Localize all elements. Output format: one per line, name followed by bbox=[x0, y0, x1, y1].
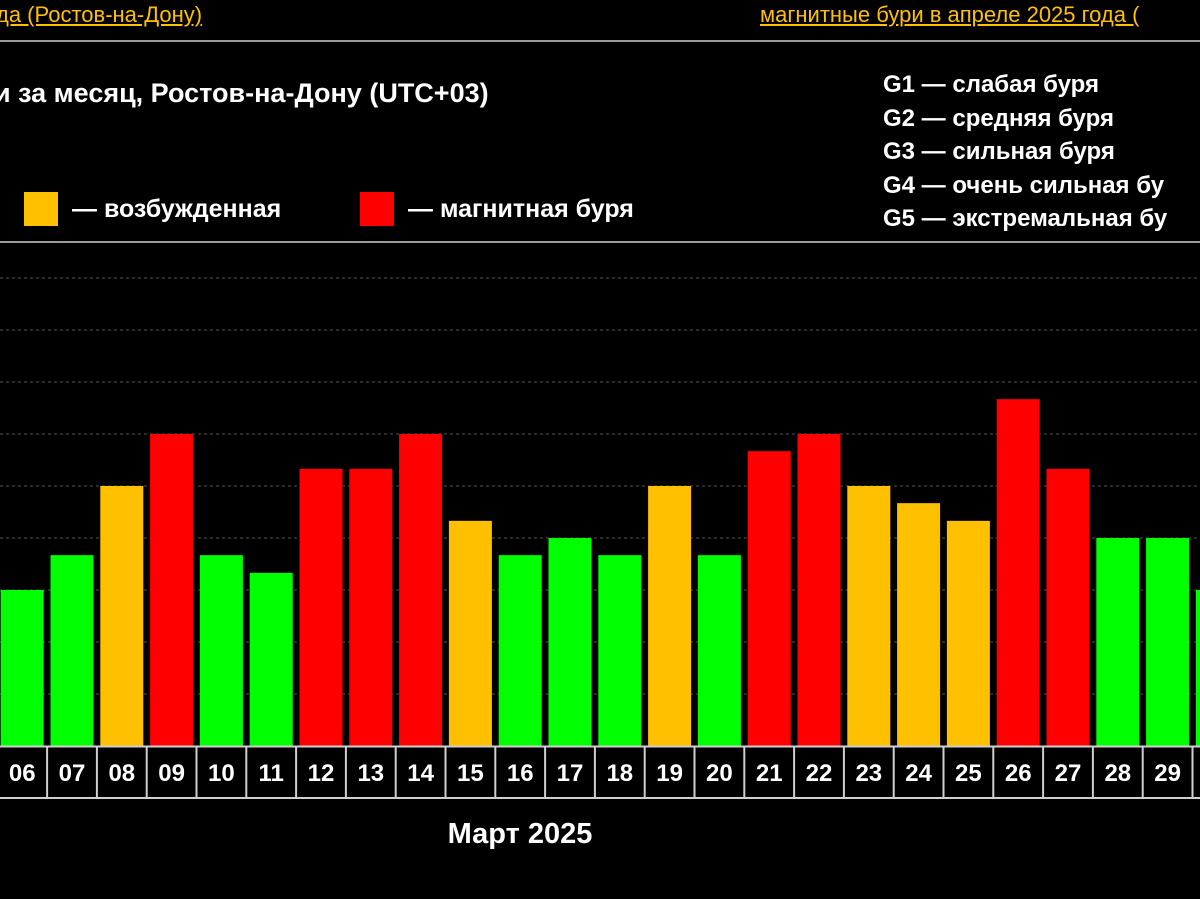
bar-16 bbox=[498, 555, 542, 746]
bar-24 bbox=[897, 503, 941, 746]
tick-label-26: 26 bbox=[1005, 760, 1032, 787]
tick-label-10: 10 bbox=[208, 760, 235, 787]
bar-11 bbox=[249, 572, 293, 746]
bar-10 bbox=[199, 555, 243, 746]
tick-label-12: 12 bbox=[308, 760, 335, 787]
bar-15 bbox=[448, 520, 492, 746]
tick-label-17: 17 bbox=[557, 760, 584, 787]
bar-23 bbox=[847, 486, 891, 746]
tick-label-27: 27 bbox=[1055, 760, 1082, 787]
bar-12 bbox=[299, 468, 343, 746]
tick-label-15: 15 bbox=[457, 760, 484, 787]
bar-29 bbox=[1146, 538, 1190, 746]
bar-27 bbox=[1046, 468, 1090, 746]
tick-label-06: 06 bbox=[9, 760, 36, 787]
bar-21 bbox=[747, 451, 791, 746]
legend-storm: — магнитная буря bbox=[360, 192, 634, 226]
bar-07 bbox=[50, 555, 94, 746]
bar-18 bbox=[598, 555, 642, 746]
bar-28 bbox=[1096, 538, 1140, 746]
legend-storm-swatch bbox=[360, 192, 394, 226]
tick-label-18: 18 bbox=[606, 760, 633, 787]
tick-label-25: 25 bbox=[955, 760, 982, 787]
g-scale-legend: G1 — слабая буря G2 — средняя буря G3 — … bbox=[883, 68, 1167, 236]
tick-label-21: 21 bbox=[756, 760, 783, 787]
bar-19 bbox=[648, 486, 692, 746]
bar-25 bbox=[946, 520, 990, 746]
tick-label-23: 23 bbox=[855, 760, 882, 787]
tick-label-24: 24 bbox=[905, 760, 932, 787]
bar-22 bbox=[797, 434, 841, 746]
legend-storm-label: — магнитная буря bbox=[408, 194, 634, 223]
g-scale-g1: G1 — слабая буря bbox=[883, 71, 1100, 98]
tick-label-13: 13 bbox=[357, 760, 384, 787]
bar-17 bbox=[548, 538, 592, 746]
link-today-rostov[interactable]: да (Ростов-на-Дону) bbox=[0, 2, 203, 27]
tick-label-14: 14 bbox=[407, 760, 434, 787]
chart-title: и за месяц, Ростов-на-Дону (UTC+03) bbox=[0, 78, 489, 108]
tick-label-09: 09 bbox=[158, 760, 185, 787]
tick-label-19: 19 bbox=[656, 760, 683, 787]
legend-active-label: — возбужденная bbox=[72, 194, 282, 223]
tick-label-20: 20 bbox=[706, 760, 733, 787]
bar-13 bbox=[349, 468, 393, 746]
tick-label-11: 11 bbox=[259, 760, 284, 787]
bar-26 bbox=[996, 399, 1040, 746]
chart-top-divider bbox=[0, 241, 1200, 243]
tick-label-08: 08 bbox=[108, 760, 135, 787]
bar-30 bbox=[1195, 590, 1200, 746]
link-april-storms[interactable]: магнитные бури в апреле 2025 года ( bbox=[760, 2, 1140, 27]
tick-label-07: 07 bbox=[59, 760, 86, 787]
legend-active: — возбужденная bbox=[24, 192, 281, 226]
g-scale-g5: G5 — экстремальная бу bbox=[883, 205, 1168, 232]
bar-09 bbox=[150, 434, 194, 746]
legend-active-swatch bbox=[24, 192, 58, 226]
g-scale-g2: G2 — средняя буря bbox=[883, 104, 1114, 132]
bar-14 bbox=[399, 434, 443, 746]
bar-06 bbox=[0, 590, 44, 746]
top-divider bbox=[0, 40, 1200, 42]
g-scale-g4: G4 — очень сильная бу bbox=[883, 171, 1165, 199]
tick-label-16: 16 bbox=[507, 760, 534, 787]
tick-label-22: 22 bbox=[806, 760, 833, 787]
x-axis-label: Март 2025 bbox=[447, 818, 593, 850]
g-scale-g3: G3 — сильная буря bbox=[883, 138, 1115, 165]
kp-bar-chart: 0506070809101112131415161718192021222324… bbox=[0, 277, 1200, 799]
bar-20 bbox=[697, 555, 741, 746]
tick-label-29: 29 bbox=[1154, 760, 1181, 787]
tick-label-28: 28 bbox=[1104, 760, 1131, 787]
bar-08 bbox=[100, 486, 144, 746]
